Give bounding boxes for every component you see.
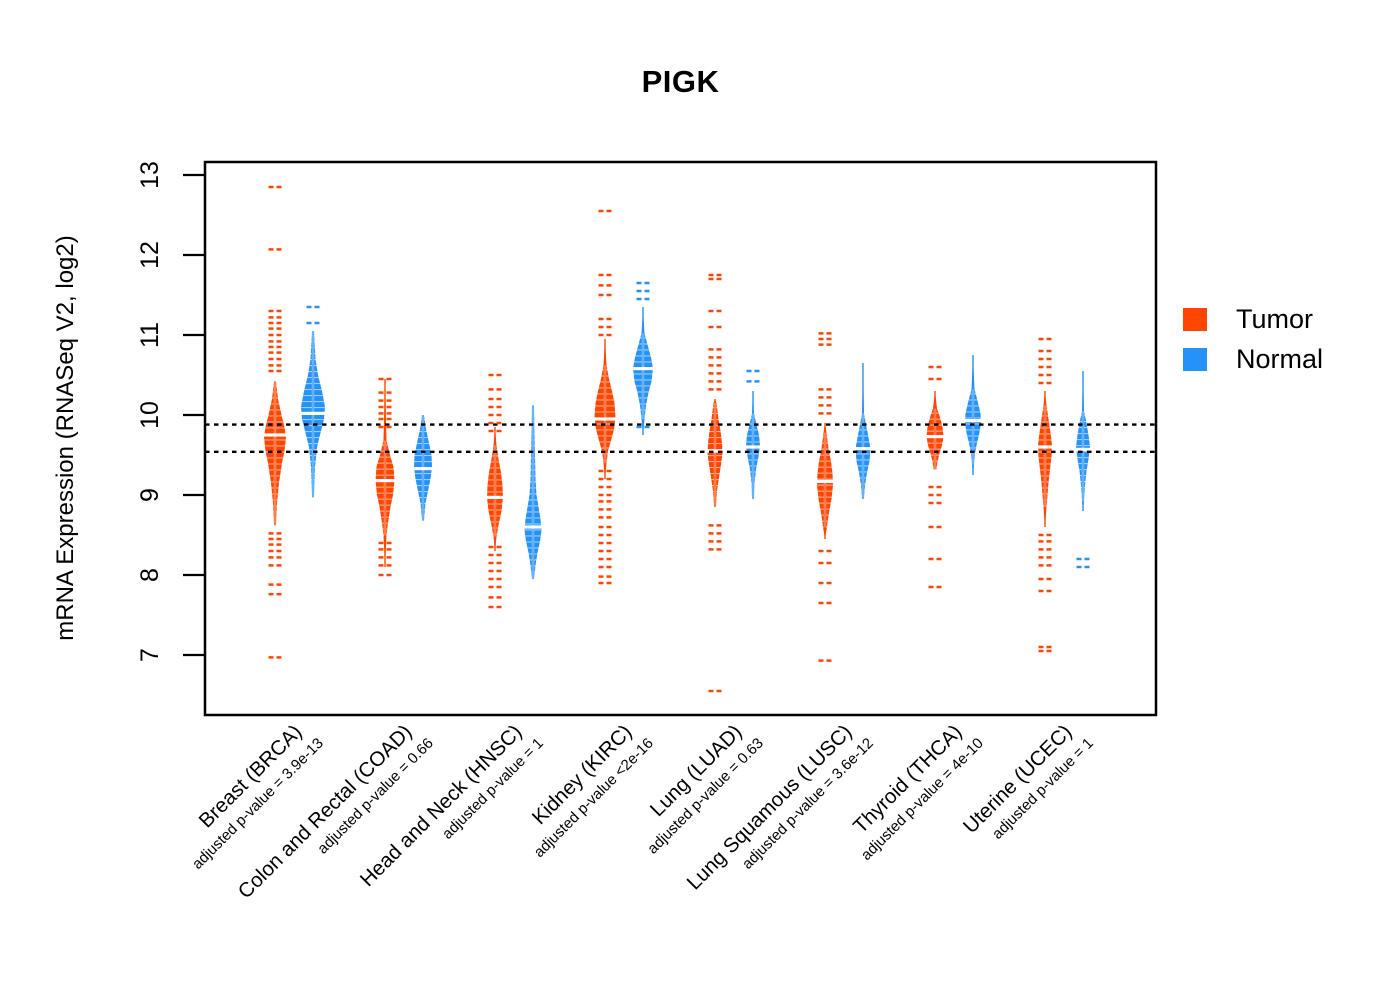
violin-tumor-3 [593, 339, 617, 479]
chart-title: PIGK [641, 64, 720, 99]
normal-4-outliers [746, 369, 760, 383]
y-tick-label-10: 10 [136, 401, 164, 429]
violin-normal-0 [299, 331, 327, 499]
tumor-2-outliers [488, 373, 502, 609]
y-tick-label-9: 9 [136, 488, 164, 502]
violin-normal-6 [963, 355, 983, 475]
violin-tumor-7 [1036, 391, 1054, 527]
y-tick-label-7: 7 [136, 648, 164, 662]
violin-normal-7 [1074, 371, 1092, 511]
tumor-5-outliers [818, 332, 832, 662]
y-tick-label-11: 11 [136, 322, 164, 348]
tumor-swatch-icon [1183, 308, 1207, 331]
normal-0-outliers [306, 305, 320, 325]
violin-normal-5 [854, 363, 872, 499]
tumor-7-outliers [1038, 337, 1052, 653]
violin-tumor-2 [485, 427, 505, 551]
y-tick-label-13: 13 [136, 161, 164, 189]
violin-normal-4 [744, 391, 762, 499]
normal-7-outliers [1076, 557, 1090, 569]
violin-tumor-5 [815, 423, 835, 539]
legend-label-tumor: Tumor [1236, 304, 1314, 334]
violin-normal-3 [631, 307, 655, 435]
violin-normal-1 [412, 415, 434, 521]
violin-normal-2 [523, 405, 543, 579]
legend-item-normal: Normal [1183, 346, 1323, 373]
tumor-6-outliers [928, 365, 942, 589]
violin-tumor-0 [262, 381, 288, 526]
y-axis-label: mRNA Expression (RNASeq V2, log2) [52, 235, 79, 641]
normal-swatch-icon [1183, 348, 1207, 371]
tumor-1-outliers [378, 377, 392, 577]
violin-tumor-1 [374, 379, 396, 567]
tumor-4-outliers [708, 273, 722, 693]
y-tick-label-12: 12 [136, 241, 164, 269]
legend: Tumor Normal [1183, 306, 1323, 373]
violin-tumor-4 [706, 399, 724, 507]
violin-tumor-6 [925, 391, 945, 470]
tumor-0-outliers [268, 185, 282, 659]
legend-item-tumor: Tumor [1183, 306, 1323, 333]
legend-label-normal: Normal [1236, 344, 1324, 374]
y-tick-label-8: 8 [136, 568, 164, 582]
plot-border [203, 160, 1158, 717]
normal-3-outliers [636, 281, 650, 429]
tumor-3-outliers [598, 209, 612, 585]
